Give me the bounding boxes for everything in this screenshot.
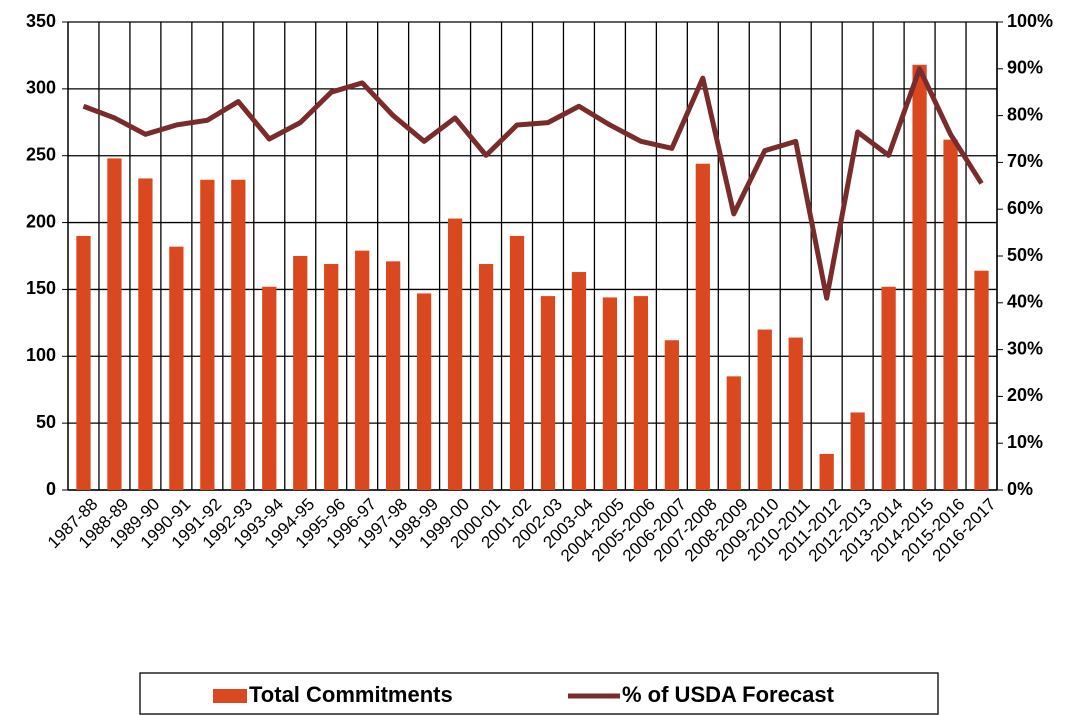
bar xyxy=(850,412,865,490)
legend-label: Total Commitments xyxy=(249,682,453,707)
y2-tick-label: 0% xyxy=(1007,479,1033,499)
y-tick-label: 200 xyxy=(26,211,56,231)
y-tick-label: 350 xyxy=(26,11,56,31)
y2-tick-label: 100% xyxy=(1007,11,1053,31)
y2-tick-label: 80% xyxy=(1007,104,1043,124)
bar xyxy=(76,235,91,490)
y-tick-label: 150 xyxy=(26,278,56,298)
bar xyxy=(912,64,927,490)
bar xyxy=(757,329,772,490)
bar xyxy=(478,264,494,490)
bar xyxy=(200,179,215,491)
y-tick-label: 250 xyxy=(26,144,56,164)
bar xyxy=(819,453,834,490)
legend-label: % of USDA Forecast xyxy=(622,682,835,707)
bar xyxy=(788,337,803,490)
y2-tick-label: 40% xyxy=(1007,292,1043,312)
legend-box xyxy=(139,672,939,715)
y-tick-label: 50 xyxy=(36,412,56,432)
y2-tick-label: 30% xyxy=(1007,338,1043,358)
bar xyxy=(231,179,246,491)
y2-tick-label: 20% xyxy=(1007,385,1043,405)
bar xyxy=(169,246,184,490)
y2-tick-label: 60% xyxy=(1007,198,1043,218)
bar xyxy=(602,297,618,490)
bar xyxy=(974,270,989,490)
legend-swatch xyxy=(213,689,247,703)
bar xyxy=(943,139,958,490)
bar xyxy=(293,256,308,490)
bar xyxy=(324,264,339,490)
bar xyxy=(138,178,153,490)
y-tick-label: 0 xyxy=(46,479,56,499)
y2-tick-label: 50% xyxy=(1007,245,1043,265)
bar xyxy=(726,376,741,490)
y2-tick-label: 70% xyxy=(1007,151,1043,171)
bar xyxy=(695,163,710,491)
line xyxy=(82,66,984,301)
bar xyxy=(633,296,649,490)
bar xyxy=(509,235,525,490)
bar xyxy=(447,218,463,490)
y-tick-label: 100 xyxy=(26,345,56,365)
bar xyxy=(881,286,896,490)
y2-tick-label: 90% xyxy=(1007,58,1043,78)
bar xyxy=(262,286,277,490)
bar xyxy=(355,250,370,490)
bar xyxy=(107,158,122,491)
y-tick-label: 300 xyxy=(26,78,56,98)
y2-tick-label: 10% xyxy=(1007,432,1043,452)
bar xyxy=(416,293,432,490)
bar xyxy=(571,272,587,490)
bar xyxy=(386,261,401,490)
bar xyxy=(664,340,679,490)
bar xyxy=(540,296,556,490)
